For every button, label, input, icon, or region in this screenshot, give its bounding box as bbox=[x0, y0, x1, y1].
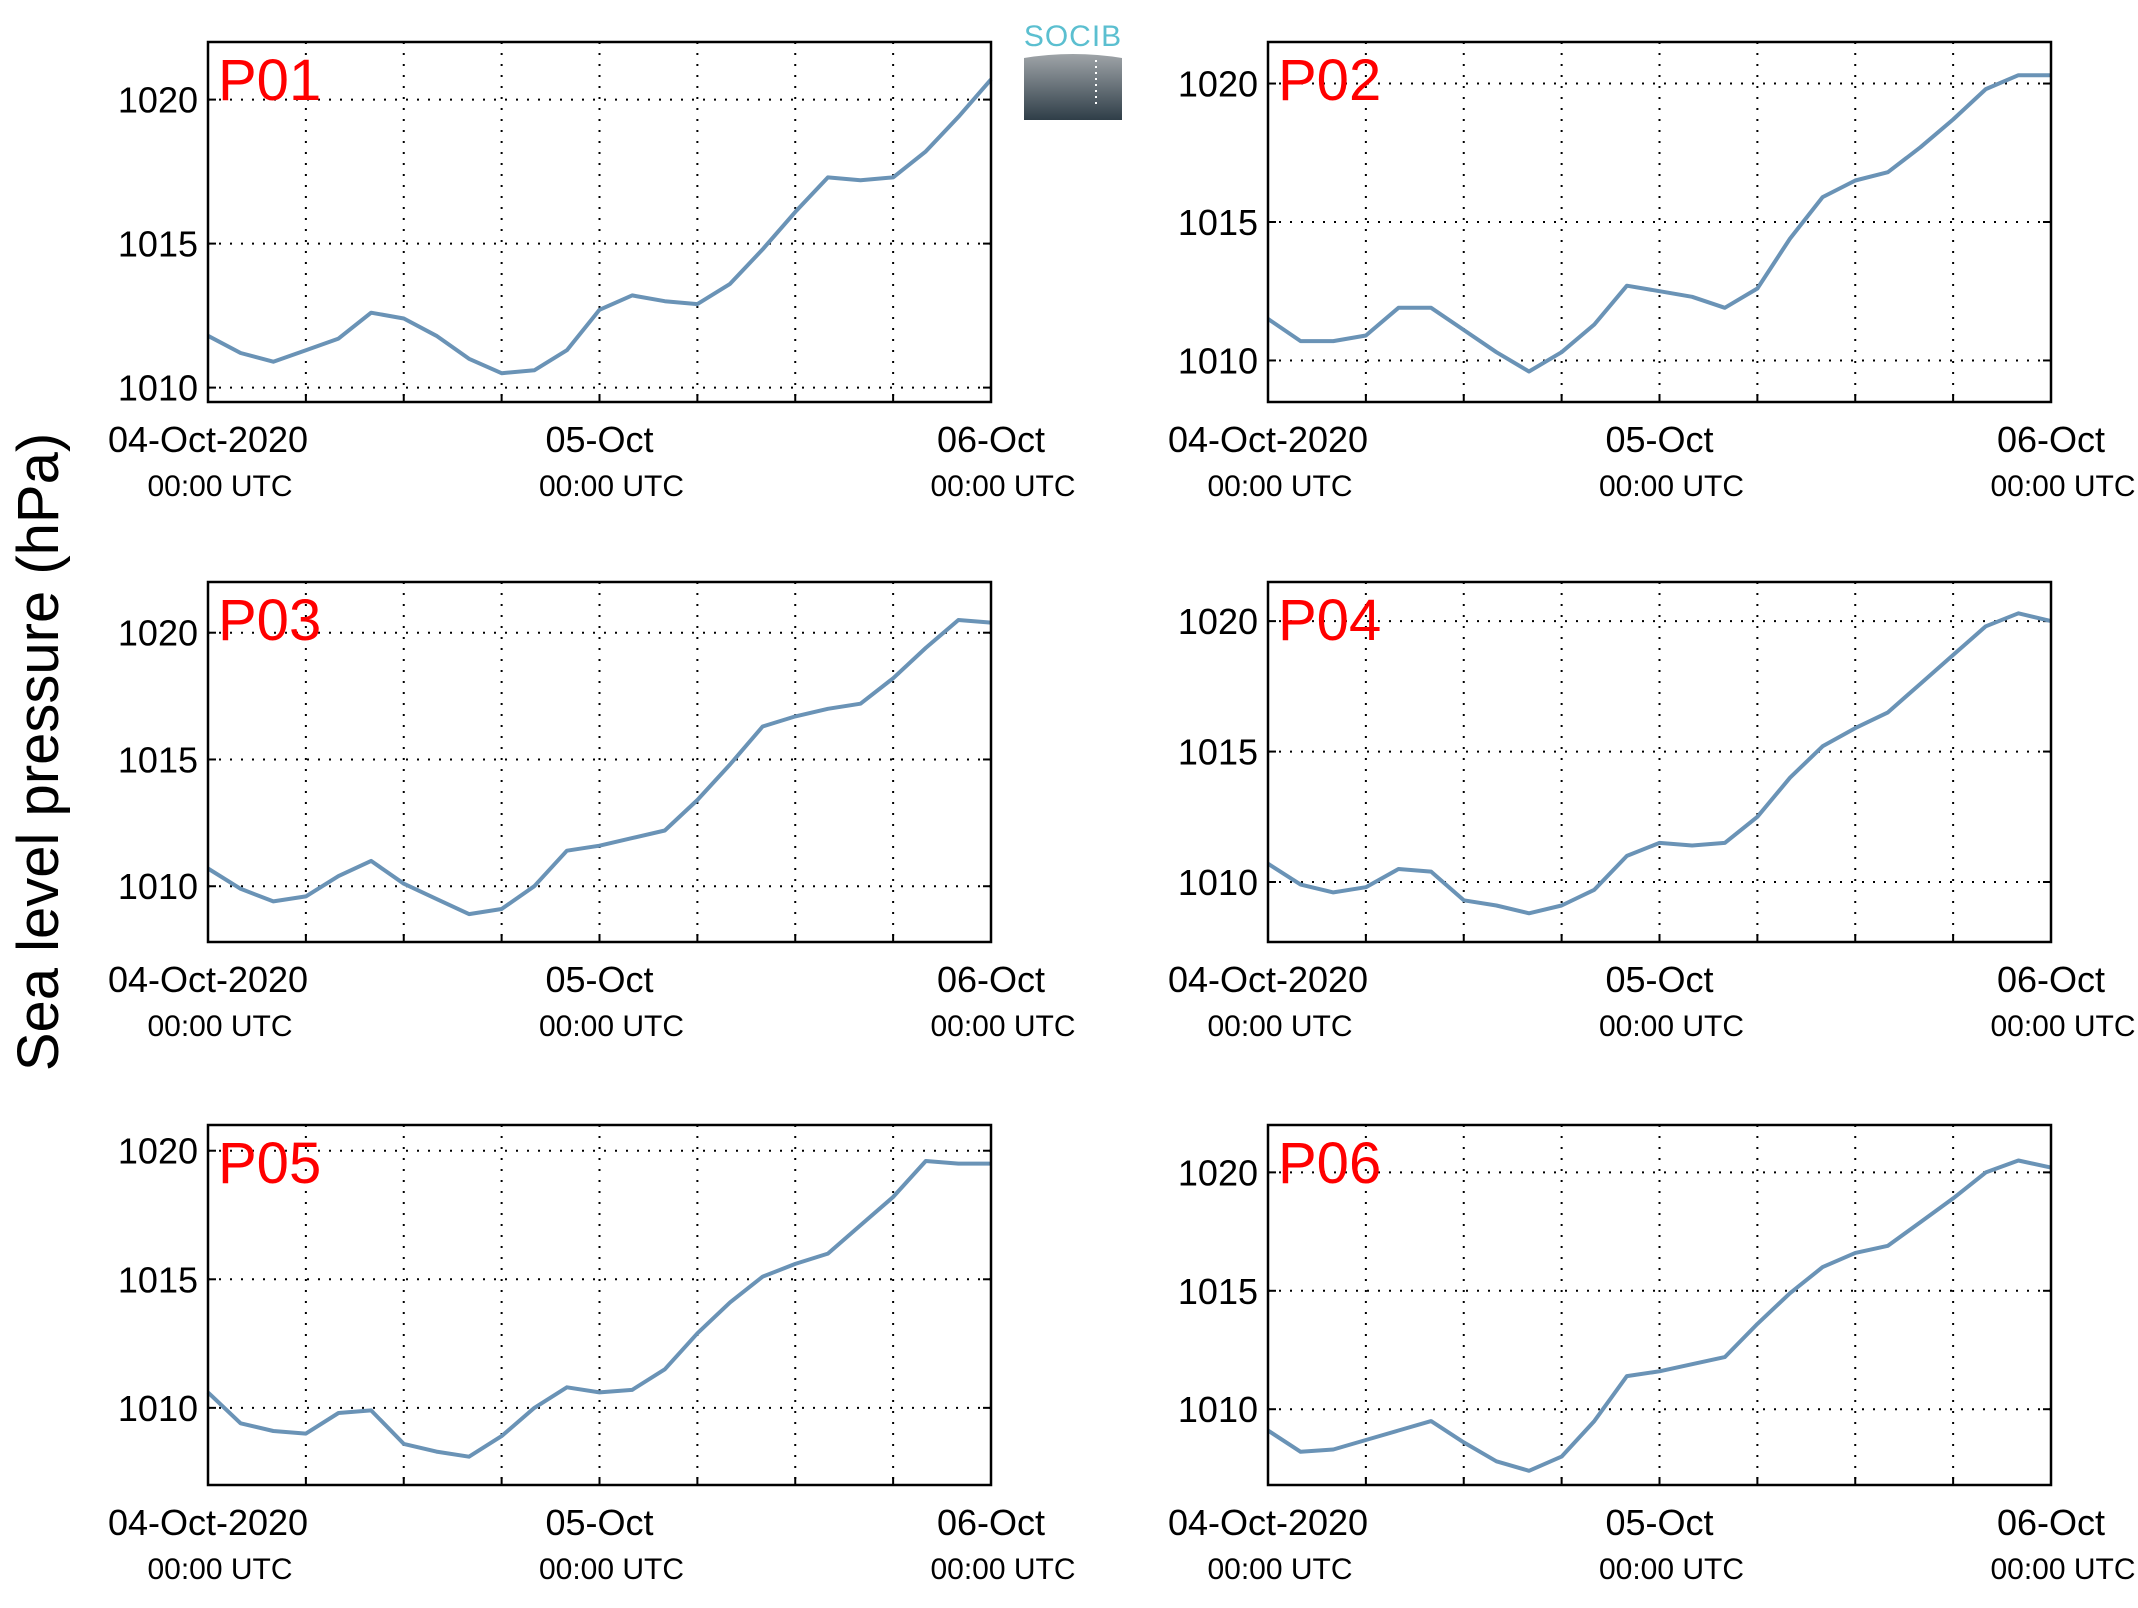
y-tick-label: 1015 bbox=[118, 224, 198, 265]
x-tick-sublabel: 00:00 UTC bbox=[930, 1553, 1075, 1586]
x-tick-sublabel: 00:00 UTC bbox=[1599, 1553, 1744, 1586]
socib-logo-text: SOCIB bbox=[1024, 20, 1122, 53]
series-line-p04 bbox=[1266, 611, 2052, 916]
y-tick-label: 1015 bbox=[1178, 732, 1258, 773]
y-tick-label: 1010 bbox=[1178, 862, 1258, 903]
panel-p04: 1010 1015 1020 04-Oct-2020 00:00 UTC 05-Oct 00… bbox=[1168, 580, 2136, 1043]
socib-logo: SOCIB bbox=[1024, 20, 1122, 120]
x-tick-label: 04-Oct-2020 bbox=[108, 1502, 308, 1543]
y-tick-label: 1020 bbox=[1178, 1152, 1258, 1193]
y-tick-label: 1015 bbox=[118, 739, 198, 780]
socib-logo-wave bbox=[1024, 54, 1122, 120]
axes-frame bbox=[1266, 40, 2053, 404]
x-tick-label: 05-Oct bbox=[545, 959, 653, 1000]
x-tick-sublabel: 00:00 UTC bbox=[1990, 470, 2135, 503]
x-tick-sublabel: 00:00 UTC bbox=[147, 470, 292, 503]
x-tick-label: 05-Oct bbox=[1605, 959, 1713, 1000]
y-tick-label: 1015 bbox=[118, 1259, 198, 1300]
panel-p05: 1010 1015 1020 04-Oct-2020 00:00 UTC 05-Oct 00… bbox=[108, 1123, 1076, 1586]
panel-p01: 1010 1015 1020 04-Oct-2020 00:00 UTC 05-Oct 00… bbox=[108, 40, 1076, 503]
panel-p02: 1010 1015 1020 04-Oct-2020 00:00 UTC 05-Oct 00… bbox=[1168, 40, 2136, 503]
x-tick-label: 06-Oct bbox=[937, 959, 1045, 1000]
x-tick-sublabel: 00:00 UTC bbox=[539, 470, 684, 503]
y-tick-label: 1015 bbox=[1178, 202, 1258, 243]
x-tick-sublabel: 00:00 UTC bbox=[1207, 1553, 1352, 1586]
x-tick-label: 06-Oct bbox=[1997, 959, 2105, 1000]
x-tick-sublabel: 00:00 UTC bbox=[1990, 1010, 2135, 1043]
panel-label-p02: P02 bbox=[1278, 48, 1381, 113]
x-tick-label: 05-Oct bbox=[1605, 1502, 1713, 1543]
y-tick-label: 1020 bbox=[1178, 64, 1258, 105]
x-tick-label: 06-Oct bbox=[937, 419, 1045, 460]
panels: 1010 1015 1020 04-Oct-2020 00:00 UTC 05-Oct 00… bbox=[108, 40, 2136, 1586]
x-tick-label: 04-Oct-2020 bbox=[1168, 1502, 1368, 1543]
x-tick-sublabel: 00:00 UTC bbox=[930, 1010, 1075, 1043]
x-tick-label: 06-Oct bbox=[1997, 419, 2105, 460]
x-tick-label: 04-Oct-2020 bbox=[1168, 419, 1368, 460]
panel-label-p03: P03 bbox=[218, 588, 321, 653]
x-tick-label: 04-Oct-2020 bbox=[108, 959, 308, 1000]
panel-label-p06: P06 bbox=[1278, 1131, 1381, 1196]
series-line-p02 bbox=[1266, 73, 2051, 374]
axes-frame bbox=[1266, 1123, 2053, 1487]
x-tick-label: 04-Oct-2020 bbox=[108, 419, 308, 460]
y-tick-label: 1020 bbox=[1178, 601, 1258, 642]
series-line-p03 bbox=[206, 618, 992, 917]
x-tick-sublabel: 00:00 UTC bbox=[1207, 1010, 1352, 1043]
x-tick-sublabel: 00:00 UTC bbox=[147, 1553, 292, 1586]
x-tick-sublabel: 00:00 UTC bbox=[147, 1010, 292, 1043]
y-tick-label: 1010 bbox=[1178, 1389, 1258, 1430]
x-tick-sublabel: 00:00 UTC bbox=[1599, 1010, 1744, 1043]
axes-frame bbox=[206, 580, 993, 944]
axes-frame bbox=[1266, 580, 2053, 944]
x-tick-sublabel: 00:00 UTC bbox=[1207, 470, 1352, 503]
axes-frame bbox=[206, 40, 993, 404]
y-axis-label: Sea level pressure (hPa) bbox=[6, 433, 71, 1071]
panel-label-p04: P04 bbox=[1278, 588, 1381, 653]
y-tick-label: 1015 bbox=[1178, 1271, 1258, 1312]
x-tick-label: 04-Oct-2020 bbox=[1168, 959, 1368, 1000]
y-tick-label: 1010 bbox=[118, 866, 198, 907]
x-tick-label: 05-Oct bbox=[545, 1502, 653, 1543]
x-tick-sublabel: 00:00 UTC bbox=[1599, 470, 1744, 503]
y-tick-label: 1020 bbox=[118, 80, 198, 121]
x-tick-label: 05-Oct bbox=[1605, 419, 1713, 460]
y-tick-label: 1010 bbox=[118, 368, 198, 409]
panel-p03: 1010 1015 1020 04-Oct-2020 00:00 UTC 05-Oct 00… bbox=[108, 580, 1076, 1043]
x-tick-label: 05-Oct bbox=[545, 419, 653, 460]
y-tick-label: 1020 bbox=[118, 1131, 198, 1172]
y-tick-label: 1020 bbox=[118, 613, 198, 654]
panel-label-p05: P05 bbox=[218, 1131, 321, 1196]
axes-frame bbox=[206, 1123, 993, 1487]
panel-label-p01: P01 bbox=[218, 48, 321, 113]
series-line-p01 bbox=[207, 78, 993, 376]
x-tick-label: 06-Oct bbox=[1997, 1502, 2105, 1543]
x-tick-sublabel: 00:00 UTC bbox=[539, 1010, 684, 1043]
series-line-p06 bbox=[1266, 1158, 2052, 1473]
y-tick-label: 1010 bbox=[118, 1388, 198, 1429]
x-tick-label: 06-Oct bbox=[937, 1502, 1045, 1543]
series-line-p05 bbox=[206, 1159, 991, 1459]
panel-p06: 1010 1015 1020 04-Oct-2020 00:00 UTC 05-Oct 00… bbox=[1168, 1123, 2136, 1586]
y-tick-label: 1010 bbox=[1178, 340, 1258, 381]
x-tick-sublabel: 00:00 UTC bbox=[1990, 1553, 2135, 1586]
x-tick-sublabel: 00:00 UTC bbox=[539, 1553, 684, 1586]
x-tick-sublabel: 00:00 UTC bbox=[930, 470, 1075, 503]
